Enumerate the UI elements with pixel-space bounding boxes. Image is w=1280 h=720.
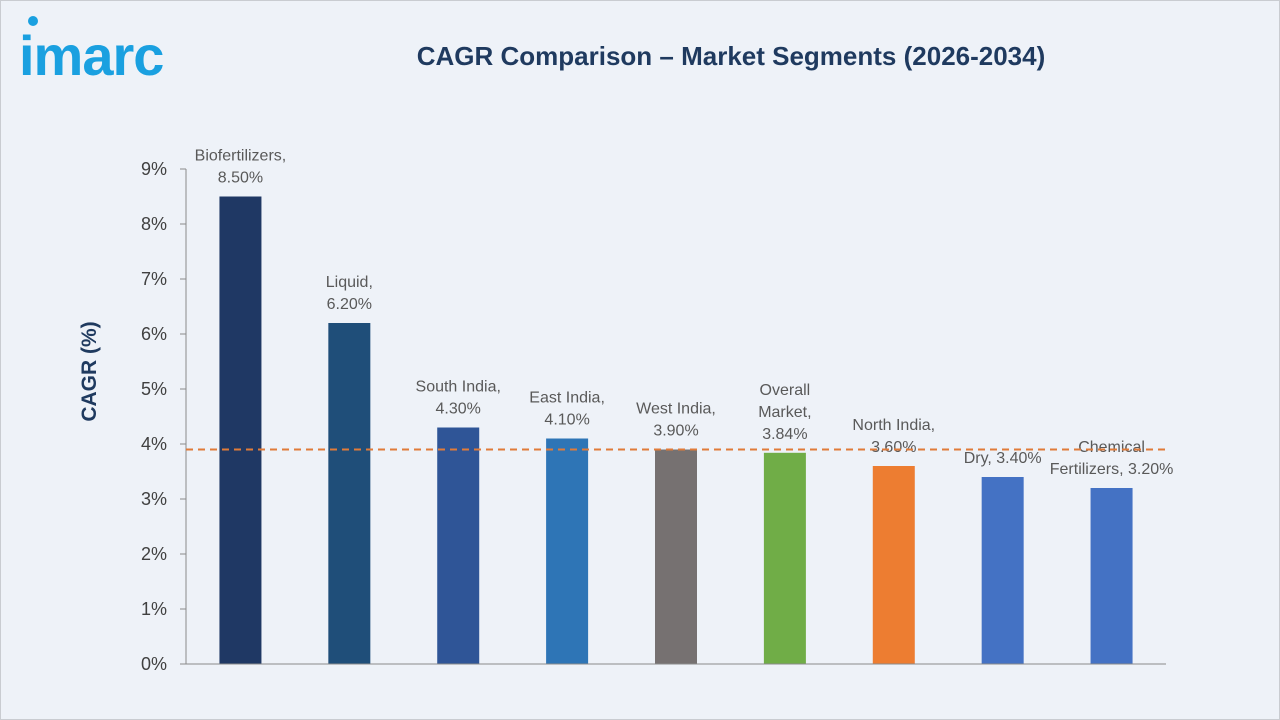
bar bbox=[981, 477, 1024, 664]
y-tick-label: 3% bbox=[141, 489, 167, 509]
data-label-line: 4.10% bbox=[544, 412, 589, 429]
data-label-line: North India, bbox=[852, 417, 935, 434]
data-label-line: Chemical bbox=[1078, 439, 1145, 456]
y-tick-label: 0% bbox=[141, 654, 167, 674]
data-label-line: 3.84% bbox=[762, 426, 807, 443]
bar bbox=[872, 466, 915, 664]
bar bbox=[1090, 488, 1133, 664]
y-tick-label: 7% bbox=[141, 269, 167, 289]
data-label-line: Biofertilizers, bbox=[195, 148, 287, 165]
y-tick-label: 1% bbox=[141, 599, 167, 619]
data-label-line: Liquid, bbox=[326, 274, 373, 291]
data-label-line: 4.30% bbox=[436, 401, 481, 418]
logo-text: imarc bbox=[19, 24, 163, 87]
data-label-line: South India, bbox=[416, 379, 501, 396]
data-label: Dry, 3.40% bbox=[964, 450, 1042, 467]
data-label-line: Dry, 3.40% bbox=[964, 450, 1042, 467]
bar bbox=[546, 438, 589, 664]
bar bbox=[219, 196, 262, 664]
data-label-line: Fertilizers, 3.20% bbox=[1050, 461, 1174, 478]
y-tick-label: 8% bbox=[141, 214, 167, 234]
imarc-logo: imarc bbox=[19, 15, 209, 87]
data-label: Biofertilizers, 8.50% bbox=[195, 148, 287, 187]
data-label-line: Overall bbox=[760, 382, 811, 399]
y-tick-label: 2% bbox=[141, 544, 167, 564]
data-label-line: 8.50% bbox=[218, 170, 263, 187]
data-label-line: 6.20% bbox=[327, 296, 372, 313]
imarc-logo-mark: imarc bbox=[19, 16, 164, 87]
data-label: Chemical Fertilizers, 3.20% bbox=[1050, 439, 1174, 478]
bar bbox=[328, 323, 371, 664]
data-label: Overall Market, 3.84% bbox=[758, 382, 811, 443]
data-label-line: West India, bbox=[636, 401, 716, 418]
data-label: West India, 3.90% bbox=[636, 401, 716, 440]
data-label-line: Market, bbox=[758, 404, 811, 421]
data-label: South India, 4.30% bbox=[416, 379, 501, 418]
data-label-line: 3.90% bbox=[653, 423, 698, 440]
bar bbox=[763, 452, 806, 664]
y-axis-label: CAGR (%) bbox=[78, 321, 101, 421]
y-tick-label: 4% bbox=[141, 434, 167, 454]
data-label: North India, 3.60% bbox=[852, 417, 935, 456]
chart-title: CAGR Comparison – Market Segments (2026-… bbox=[416, 41, 1046, 71]
data-label-line: East India, bbox=[529, 390, 605, 407]
data-label: East India, 4.10% bbox=[529, 390, 605, 429]
y-tick-label: 9% bbox=[141, 159, 167, 179]
bar bbox=[437, 427, 480, 664]
data-label-line: 3.60% bbox=[871, 439, 916, 456]
bar bbox=[655, 449, 697, 664]
y-tick-label: 5% bbox=[141, 379, 167, 399]
y-tick-label: 6% bbox=[141, 324, 167, 344]
data-label: Liquid, 6.20% bbox=[326, 274, 373, 313]
